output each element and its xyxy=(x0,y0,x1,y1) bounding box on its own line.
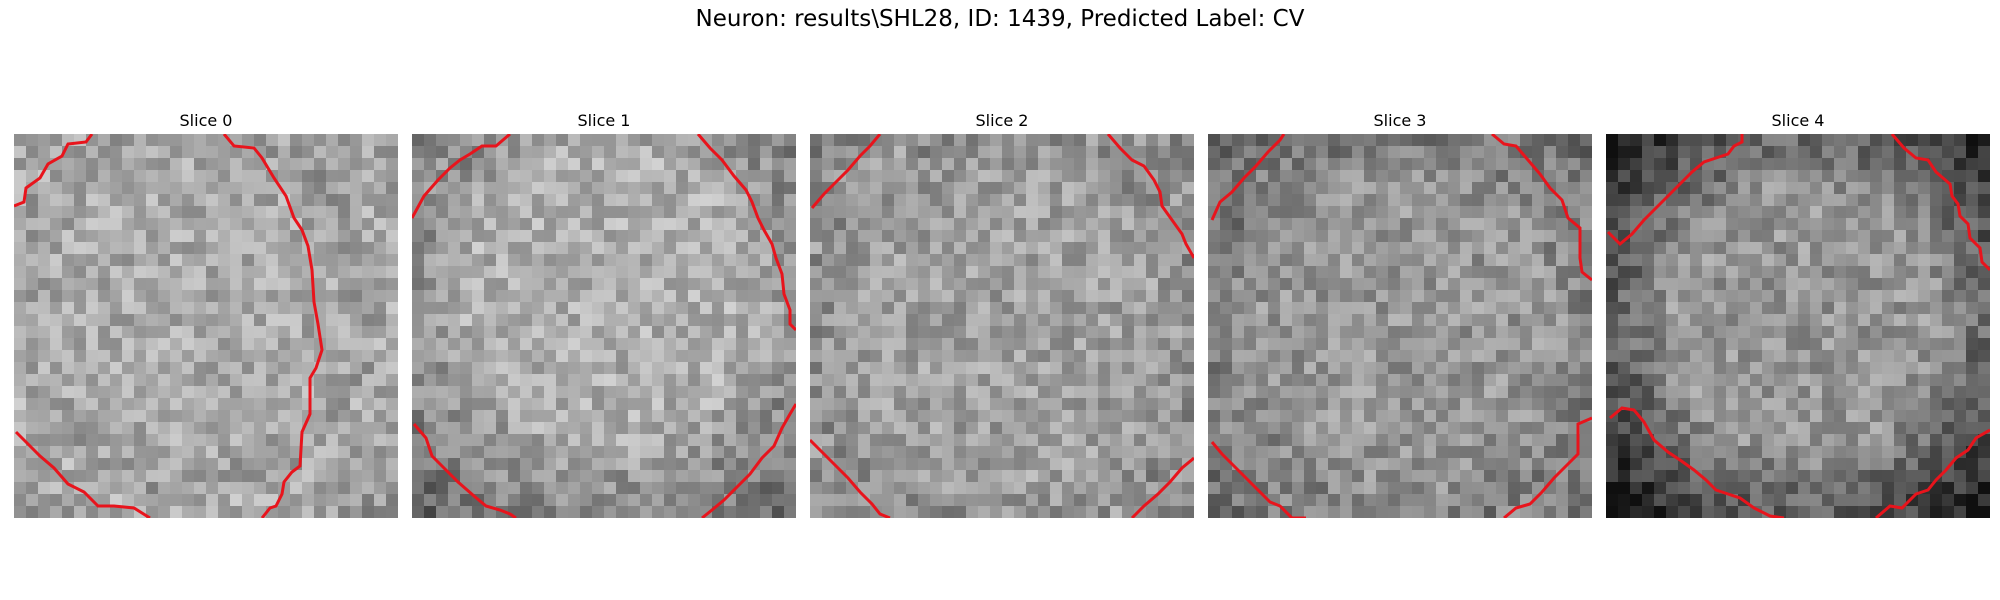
grayscale-image xyxy=(810,134,1194,518)
contour-line xyxy=(810,438,891,518)
slice-title: Slice 0 xyxy=(179,111,233,130)
slice-image xyxy=(810,134,1194,518)
contour-line xyxy=(1210,441,1306,518)
contour-line xyxy=(1210,134,1286,221)
contour-line xyxy=(222,134,324,518)
contour-line xyxy=(1890,134,1990,272)
slice-title: Slice 4 xyxy=(1771,111,1825,130)
slice-panel-4: Slice 4 xyxy=(1606,108,1990,518)
contour-line xyxy=(1491,134,1592,282)
contour-overlay xyxy=(1210,134,1592,518)
slice-image xyxy=(412,134,796,518)
contour-overlay xyxy=(810,134,1194,518)
contour-line xyxy=(1130,456,1194,518)
contour-overlay xyxy=(14,134,324,518)
grayscale-image xyxy=(1208,134,1592,518)
grayscale-image xyxy=(412,134,796,518)
contour-line xyxy=(810,134,882,209)
slice-image xyxy=(1208,134,1592,518)
contour-line xyxy=(696,134,796,332)
contour-line xyxy=(412,423,517,518)
slice-image xyxy=(14,134,398,518)
slice-title: Slice 2 xyxy=(975,111,1029,130)
contour-line xyxy=(1606,134,1744,247)
contour-line xyxy=(412,134,511,219)
contour-line xyxy=(701,403,796,518)
slice-panel-1: Slice 1 xyxy=(412,108,796,518)
slice-title: Slice 3 xyxy=(1373,111,1427,130)
contour-overlay xyxy=(412,134,796,518)
slice-panel-0: Slice 0 xyxy=(14,108,398,518)
contour-line xyxy=(14,134,94,208)
figure-title: Neuron: results\SHL28, ID: 1439, Predict… xyxy=(695,6,1305,32)
contour-line xyxy=(1609,406,1785,518)
contour-line xyxy=(1503,416,1592,518)
contour-line xyxy=(14,430,151,518)
contour-line xyxy=(1106,134,1194,259)
slice-image xyxy=(1606,134,1990,518)
slice-title: Slice 1 xyxy=(577,111,631,130)
grayscale-image xyxy=(14,134,398,518)
contour-line xyxy=(1875,428,1990,518)
slice-panel-3: Slice 3 xyxy=(1208,108,1592,518)
slice-panel-2: Slice 2 xyxy=(810,108,1194,518)
contour-overlay xyxy=(1606,134,1990,518)
